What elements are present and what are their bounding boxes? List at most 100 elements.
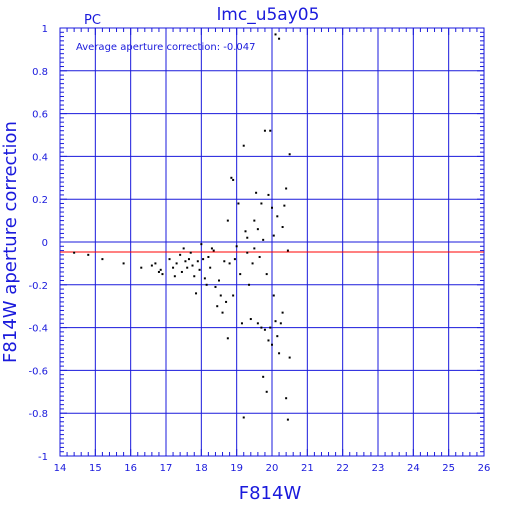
data-point <box>168 258 171 261</box>
data-points <box>73 33 291 421</box>
x-tick-label: 21 <box>301 463 314 474</box>
data-point <box>276 335 279 338</box>
data-point <box>73 251 76 254</box>
x-tick-label: 25 <box>442 463 455 474</box>
data-point <box>246 236 249 239</box>
x-tick-label: 16 <box>124 463 137 474</box>
data-point <box>262 375 265 378</box>
data-point <box>288 153 291 156</box>
data-point <box>249 318 252 321</box>
corner-label: PC <box>84 13 101 28</box>
data-point <box>267 339 270 342</box>
x-tick-label: 17 <box>160 463 173 474</box>
data-point <box>267 193 270 196</box>
data-point <box>226 337 229 340</box>
data-point <box>253 219 256 222</box>
x-tick-label: 24 <box>407 463 420 474</box>
y-tick-label: -0.4 <box>28 324 48 335</box>
plot-frame <box>59 27 485 457</box>
data-point <box>283 204 286 207</box>
data-point <box>265 273 268 276</box>
y-tick-labels: -1 -0.8 -0.6 -0.4 -0.2 0 0.2 0.4 0.6 0.8 1 <box>28 24 48 463</box>
data-point <box>263 328 266 331</box>
data-point <box>255 191 258 194</box>
data-point <box>207 255 210 258</box>
data-point <box>285 397 288 400</box>
data-point <box>218 279 220 282</box>
y-tick-label: -1 <box>38 452 48 463</box>
data-point <box>223 260 226 263</box>
data-point <box>203 277 206 280</box>
y-tick-label: 0 <box>42 238 48 249</box>
data-point <box>269 129 272 132</box>
data-point <box>179 253 182 256</box>
data-point <box>221 311 224 314</box>
y-tick-label: 0.6 <box>32 110 48 121</box>
data-point <box>205 283 208 286</box>
data-point <box>161 273 164 276</box>
data-point <box>233 258 236 261</box>
y-tick-label: 0.8 <box>32 67 48 78</box>
data-point <box>193 275 196 278</box>
y-tick-label: -0.8 <box>28 409 48 420</box>
average-annotation: Average aperture correction: -0.047 <box>76 42 256 53</box>
data-point <box>271 343 273 346</box>
data-point <box>87 253 90 256</box>
data-point <box>232 294 235 297</box>
data-point <box>274 33 277 36</box>
data-point <box>272 294 275 297</box>
data-point <box>260 326 263 329</box>
data-point <box>279 322 282 325</box>
data-point <box>242 416 245 419</box>
data-point <box>253 247 256 250</box>
data-point <box>212 249 215 252</box>
x-tick-label: 23 <box>372 463 385 474</box>
axis-ticks <box>59 27 485 457</box>
data-point <box>180 270 183 273</box>
data-point <box>214 285 217 288</box>
data-point <box>256 228 259 231</box>
data-point <box>232 178 235 181</box>
data-point <box>150 264 153 267</box>
data-point <box>248 283 251 286</box>
data-point <box>198 268 201 271</box>
data-point <box>237 202 240 205</box>
data-point <box>200 243 203 246</box>
data-point <box>157 270 160 273</box>
x-tick-label: 14 <box>54 463 67 474</box>
data-point <box>260 202 263 205</box>
data-point <box>230 176 233 179</box>
data-point <box>172 266 175 269</box>
grid <box>59 27 485 457</box>
x-tick-label: 26 <box>478 463 491 474</box>
data-point <box>240 322 243 325</box>
data-point <box>184 260 187 263</box>
data-point <box>228 262 231 265</box>
data-point <box>274 320 277 323</box>
x-axis-label: F814W <box>239 483 302 504</box>
y-tick-label: -0.2 <box>28 281 48 292</box>
data-point <box>272 234 275 237</box>
data-point <box>281 311 284 314</box>
data-point <box>271 206 273 209</box>
data-point <box>216 305 219 308</box>
x-tick-label: 20 <box>266 463 279 474</box>
data-point <box>269 326 272 329</box>
data-point <box>286 418 289 421</box>
data-point <box>276 215 279 218</box>
data-point <box>256 322 259 325</box>
y-tick-label: -0.6 <box>28 366 48 377</box>
data-point <box>195 292 198 295</box>
data-point <box>226 219 229 222</box>
data-point <box>159 268 162 271</box>
data-point <box>187 258 190 261</box>
data-point <box>225 300 228 303</box>
data-point <box>186 266 189 269</box>
x-tick-labels: 14 15 16 17 18 19 20 21 22 23 24 25 26 <box>54 463 491 474</box>
chart-title: lmc_u5ay05 <box>217 5 320 25</box>
x-tick-label: 18 <box>195 463 208 474</box>
x-tick-label: 15 <box>89 463 102 474</box>
data-point <box>239 273 242 276</box>
data-point <box>101 258 104 261</box>
data-point <box>242 144 245 147</box>
